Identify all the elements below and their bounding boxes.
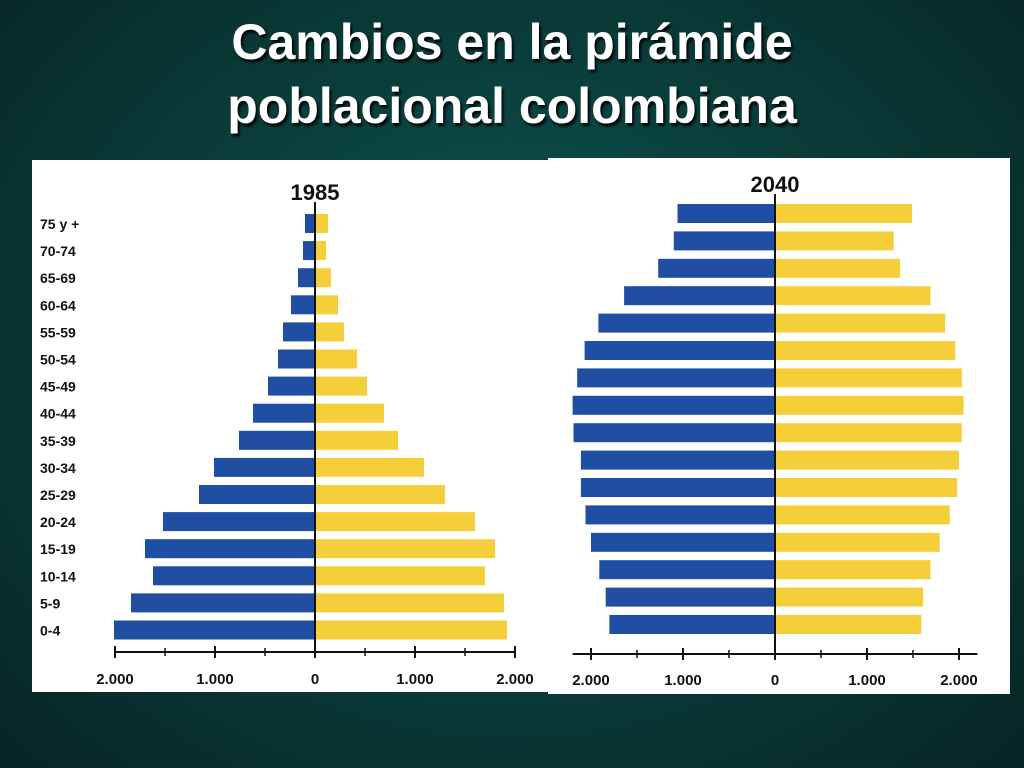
bar-male-1985-15-19 — [145, 539, 315, 559]
bar-male-2040-20-24 — [585, 505, 775, 525]
bar-male-2040-15-19 — [591, 532, 775, 552]
bar-female-2040-0-4 — [775, 615, 922, 634]
bar-male-2040-45-49 — [577, 368, 775, 388]
bar-female-1985-50-54 — [315, 349, 357, 369]
bar-female-2040-20-24 — [775, 505, 950, 525]
bar-female-1985-40-44 — [315, 403, 384, 423]
bar-female-2040-30-34 — [775, 450, 959, 470]
x-tick-label-2040-3: 1.000 — [848, 672, 886, 689]
bar-male-2040-40-44 — [572, 395, 775, 415]
category-label-45-49: 45-49 — [40, 379, 76, 395]
bar-female-2040-70-74 — [775, 231, 894, 251]
bar-male-1985-35-39 — [239, 430, 315, 450]
bar-male-2040-0-4 — [609, 615, 775, 634]
x-tick-label-1985-0: 2.000 — [96, 671, 134, 688]
bar-female-2040-35-39 — [775, 423, 962, 443]
bar-male-2040-65-69 — [658, 258, 775, 278]
x-tick-label-2040-1: 1.000 — [664, 672, 702, 689]
bar-female-2040-40-44 — [775, 395, 964, 415]
bar-female-1985-5-9 — [315, 593, 504, 613]
bar-female-1985-65-69 — [315, 268, 331, 288]
bar-female-2040-60-64 — [775, 286, 931, 306]
bar-female-1985-70-74 — [315, 241, 326, 261]
category-label-35-39: 35-39 — [40, 433, 76, 449]
category-label-60-64: 60-64 — [40, 297, 76, 313]
bar-female-1985-15-19 — [315, 539, 495, 559]
bar-male-1985-65-69 — [298, 268, 315, 288]
bar-male-1985-0-4 — [114, 620, 315, 640]
bar-male-2040-55-59 — [598, 313, 775, 333]
x-tick-label-2040-4: 2.000 — [940, 672, 978, 689]
category-label-70-74: 70-74 — [40, 243, 76, 259]
chart-title-1985: 1985 — [291, 180, 340, 205]
bar-male-1985-75-y — [305, 214, 315, 233]
bar-female-1985-30-34 — [315, 457, 424, 477]
bar-female-1985-20-24 — [315, 512, 475, 532]
bar-female-2040-45-49 — [775, 368, 962, 388]
bar-male-2040-35-39 — [573, 423, 775, 443]
bar-female-1985-35-39 — [315, 430, 398, 450]
category-label-65-69: 65-69 — [40, 270, 76, 286]
category-label-10-14: 10-14 — [40, 568, 76, 584]
bar-male-2040-50-54 — [584, 341, 775, 360]
chart-title-2040: 2040 — [751, 172, 800, 197]
bar-male-1985-10-14 — [153, 566, 315, 586]
bar-male-2040-25-29 — [580, 478, 775, 497]
bar-male-1985-50-54 — [278, 349, 315, 369]
bar-female-1985-55-59 — [315, 322, 344, 342]
bar-male-1985-70-74 — [303, 241, 315, 261]
category-label-25-29: 25-29 — [40, 487, 76, 503]
bar-male-1985-40-44 — [253, 403, 315, 423]
category-label-75-y: 75 y + — [40, 216, 79, 232]
bar-female-2040-55-59 — [775, 313, 946, 333]
bar-female-2040-50-54 — [775, 341, 956, 360]
bar-female-1985-60-64 — [315, 295, 338, 315]
category-label-30-34: 30-34 — [40, 460, 76, 476]
category-label-0-4: 0-4 — [40, 623, 60, 639]
bar-female-1985-10-14 — [315, 566, 485, 586]
pyramid-2040-panel: 2.000 1.000 0 1.000 2.000 2040 — [548, 158, 1010, 694]
bar-male-2040-75-y — [677, 204, 775, 223]
bar-female-2040-65-69 — [775, 258, 901, 278]
bar-male-2040-70-74 — [673, 231, 775, 251]
bar-male-1985-25-29 — [199, 485, 315, 504]
bar-female-1985-25-29 — [315, 485, 445, 504]
category-label-15-19: 15-19 — [40, 541, 76, 557]
category-label-20-24: 20-24 — [40, 514, 76, 530]
bar-female-1985-45-49 — [315, 376, 367, 396]
bar-male-2040-5-9 — [605, 587, 775, 607]
category-label-55-59: 55-59 — [40, 324, 76, 340]
pyramid-1985-panel: 75 y + 70-74 65-69 60-64 55-59 50-54 45-49 40-4… — [32, 160, 548, 692]
x-tick-label-1985-1: 1.000 — [196, 671, 234, 688]
bar-female-2040-15-19 — [775, 532, 940, 552]
bar-female-2040-10-14 — [775, 560, 931, 580]
x-tick-label-1985-3: 1.000 — [396, 671, 434, 688]
category-label-50-54: 50-54 — [40, 352, 76, 368]
bar-female-1985-0-4 — [315, 620, 507, 640]
pyramid-2040-chart: 2.000 1.000 0 1.000 2.000 2040 — [572, 172, 978, 689]
x-tick-label-1985-2: 0 — [311, 671, 319, 688]
bar-male-1985-60-64 — [291, 295, 315, 315]
x-tick-label-1985-4: 2.000 — [496, 671, 534, 688]
bar-male-1985-55-59 — [283, 322, 315, 342]
bar-male-2040-10-14 — [599, 560, 775, 580]
bar-female-1985-75-y — [315, 214, 328, 233]
bar-male-1985-5-9 — [131, 593, 315, 613]
bar-male-2040-30-34 — [580, 450, 775, 470]
slide-title: Cambios en la pirámide poblacional colom… — [0, 10, 1024, 138]
bar-male-2040-60-64 — [624, 286, 775, 306]
bar-male-1985-20-24 — [163, 512, 315, 532]
x-tick-label-2040-2: 0 — [771, 672, 779, 689]
x-tick-label-2040-0: 2.000 — [572, 672, 610, 689]
bar-female-2040-75-y — [775, 204, 913, 223]
slide-title-line-2: poblacional colombiana — [227, 78, 797, 134]
bar-female-2040-5-9 — [775, 587, 924, 607]
category-label-5-9: 5-9 — [40, 595, 60, 611]
slide-title-line-1: Cambios en la pirámide — [231, 14, 793, 70]
bar-male-1985-45-49 — [268, 376, 315, 396]
pyramid-1985-chart: 75 y + 70-74 65-69 60-64 55-59 50-54 45-49 40-4… — [40, 180, 534, 688]
category-label-40-44: 40-44 — [40, 406, 76, 422]
bar-male-1985-30-34 — [214, 457, 315, 477]
bar-female-2040-25-29 — [775, 478, 958, 497]
